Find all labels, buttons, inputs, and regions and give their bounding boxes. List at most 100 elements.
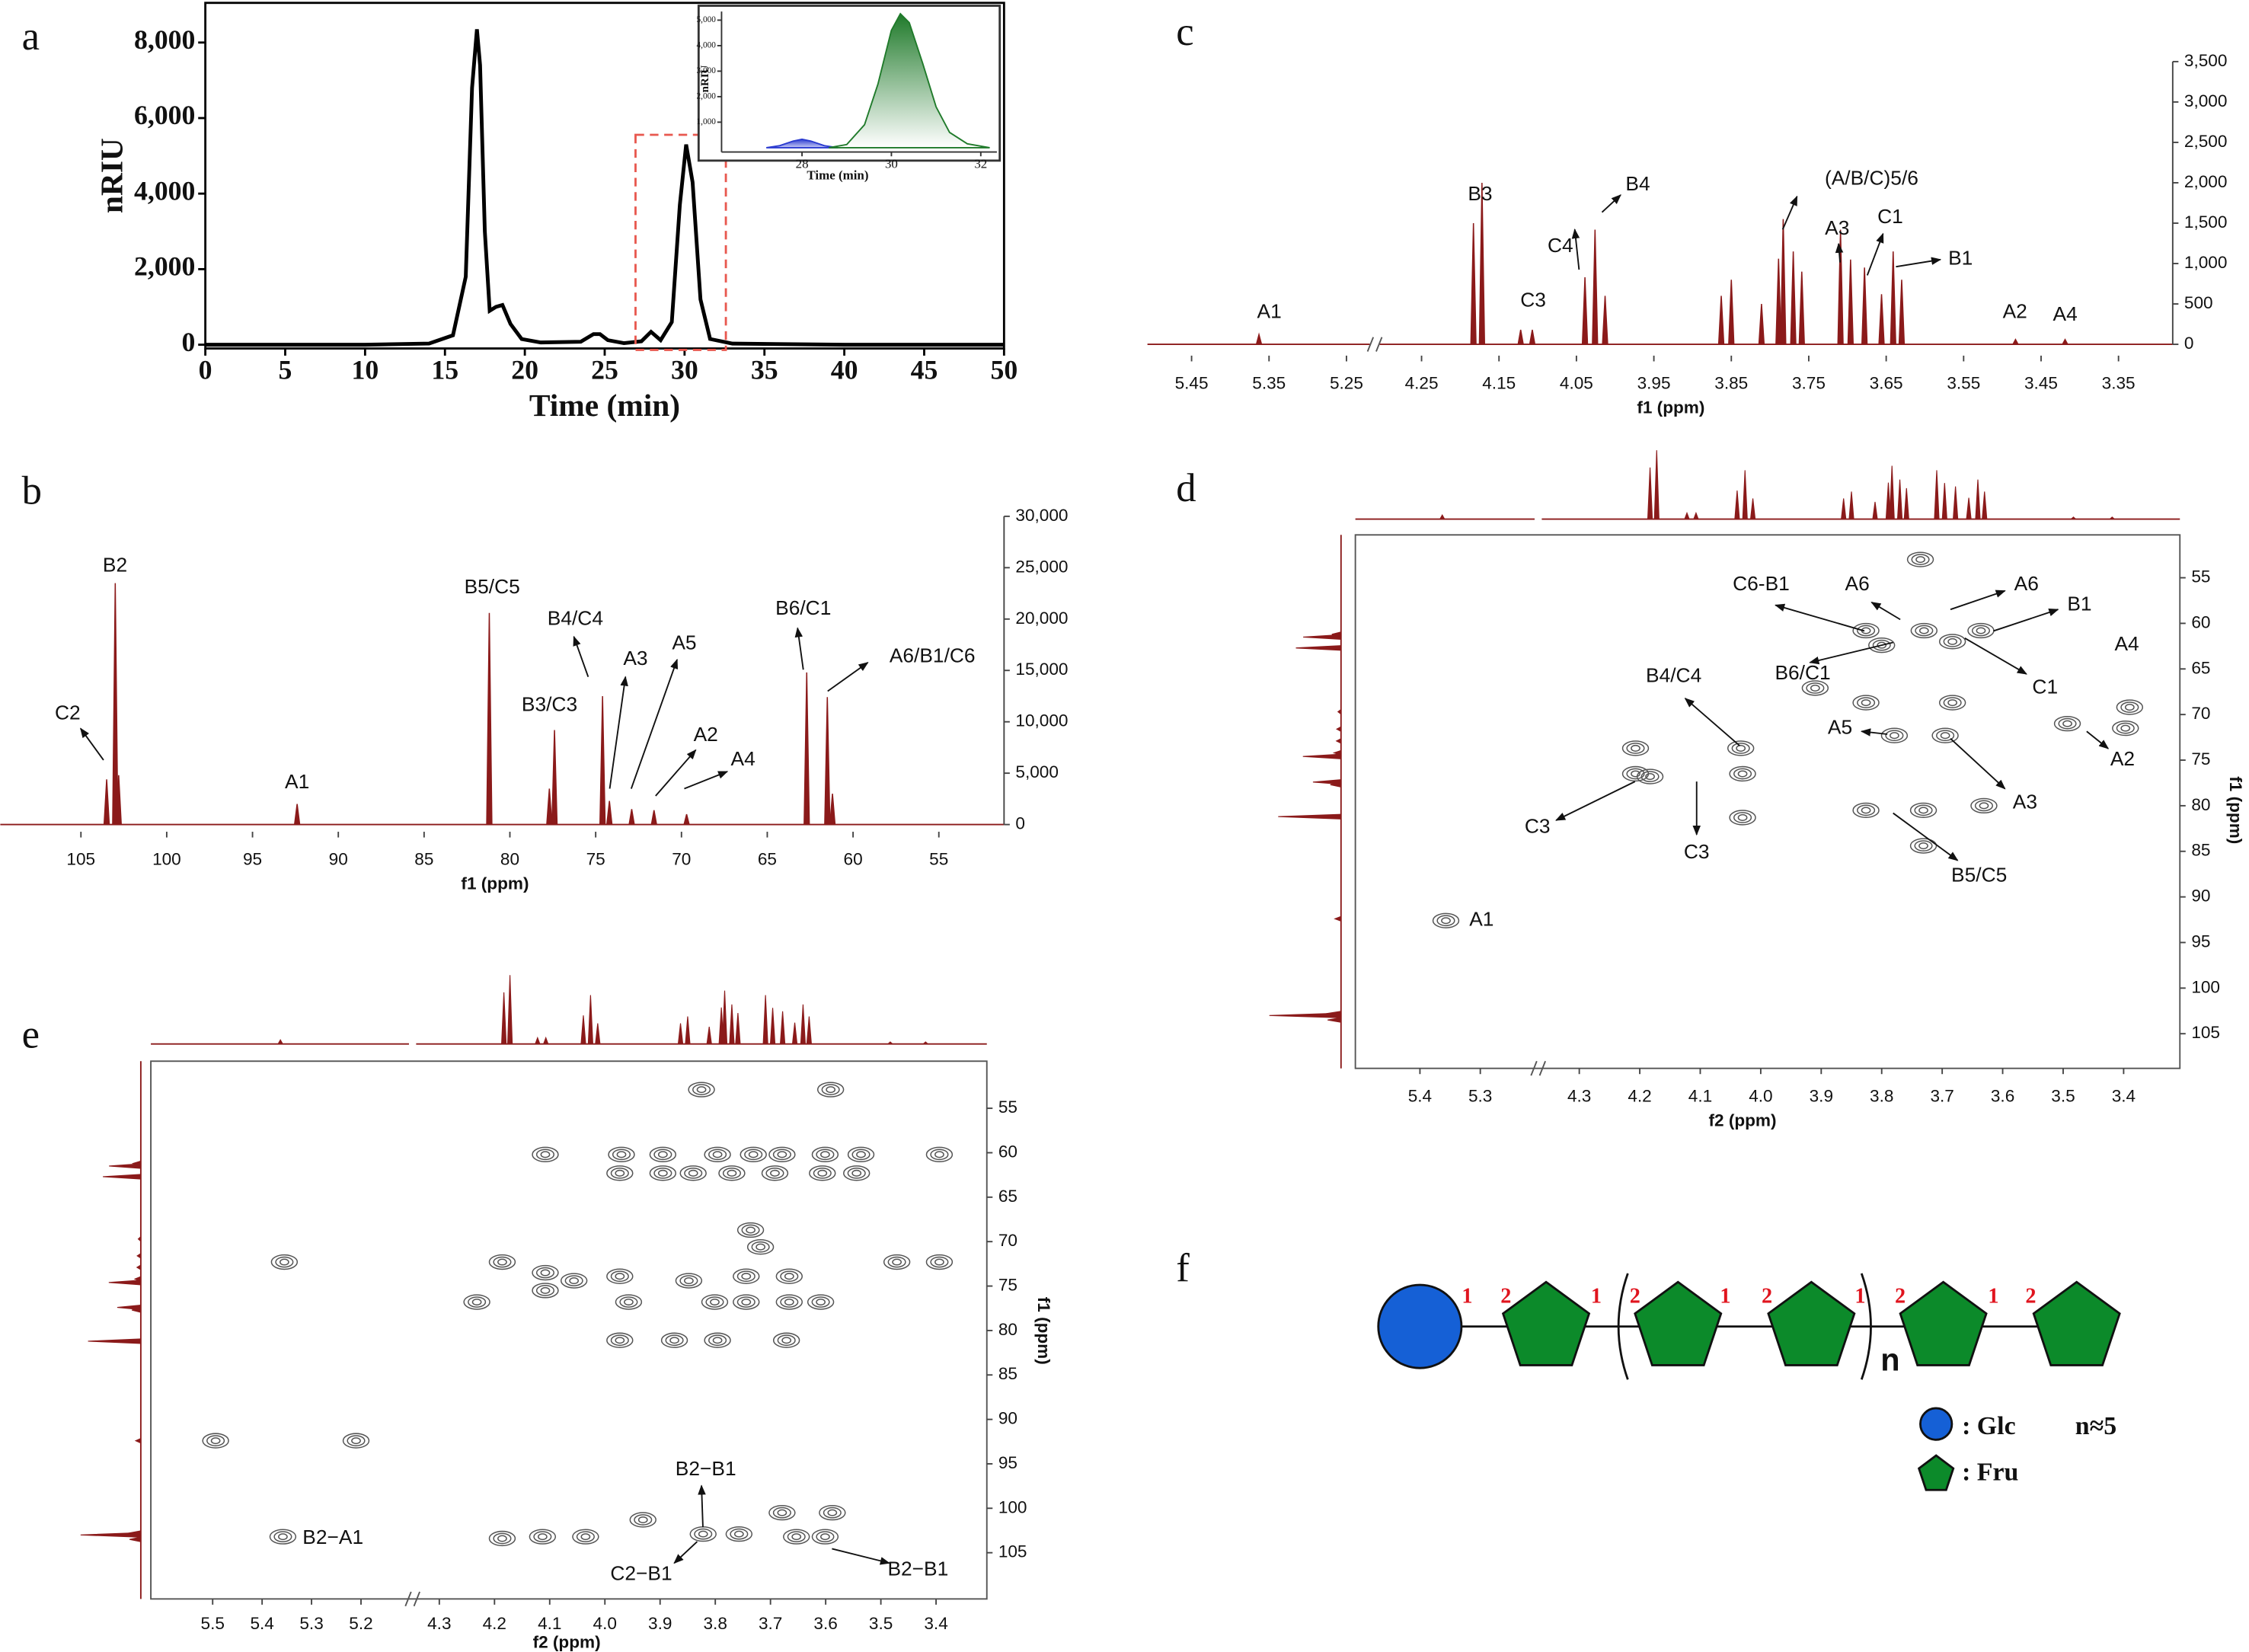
projection-peak	[117, 1304, 142, 1311]
projection-peak	[1848, 491, 1854, 520]
fru-unit	[1899, 1280, 1988, 1366]
projection-peak	[721, 990, 728, 1045]
x-tick-label: 35	[751, 355, 778, 385]
annotation-arrow	[609, 676, 628, 789]
contour-ring	[856, 1151, 866, 1158]
x-tick-label: 95	[243, 850, 262, 869]
contour-ring	[497, 1258, 507, 1266]
annotation: B5/C5	[465, 575, 520, 598]
contour-ring	[1889, 732, 1899, 740]
x-tick-label: 4.25	[1405, 374, 1439, 393]
cross-peak	[1727, 740, 1755, 756]
annotation-arrow	[1860, 728, 1888, 737]
projection-peak	[1941, 483, 1947, 520]
nmr-peak	[1529, 329, 1536, 345]
contour-ring	[637, 1516, 648, 1523]
x-tick-label: 5.3	[299, 1614, 323, 1633]
projection-peak	[1332, 749, 1342, 756]
y-tick-label: 85	[2191, 841, 2210, 860]
x-tick-label: 3.5	[2051, 1086, 2075, 1105]
contour-ring	[615, 1337, 625, 1344]
annotation: A2	[694, 723, 718, 746]
x-axis-title: f2 (ppm)	[533, 1633, 601, 1652]
contour-ring	[2116, 722, 2135, 734]
projection-peak	[800, 1004, 807, 1045]
y-tick-label: 90	[2191, 887, 2210, 906]
contour-ring	[1971, 625, 1991, 637]
legend-glc	[1919, 1407, 1953, 1441]
contour-ring	[532, 1283, 559, 1299]
annotation-arrow	[1870, 601, 1901, 621]
contour-ring	[1852, 695, 1880, 711]
contour-ring	[744, 1149, 763, 1161]
y-tick-label: 85	[998, 1364, 1017, 1383]
linkage-number: 1	[1854, 1284, 1865, 1308]
projection-peak	[277, 1039, 284, 1045]
contour-ring	[665, 1334, 684, 1347]
x-tick-label: 30	[671, 355, 698, 385]
x-tick-label: 5.3	[1468, 1086, 1492, 1105]
nmr-peak	[2061, 338, 2069, 345]
annotation-arrow	[573, 635, 589, 678]
contour-ring	[2120, 724, 2131, 732]
contour-ring	[493, 1532, 512, 1545]
contour-ring	[701, 1294, 729, 1310]
x-tick-label: 3.85	[1714, 374, 1748, 393]
contour-ring	[2116, 699, 2144, 715]
contour-ring	[1852, 622, 1880, 639]
annotation-arrow	[1775, 603, 1865, 632]
projection-peak	[506, 975, 513, 1045]
contour-ring	[468, 1296, 487, 1308]
annotation-arrow	[655, 749, 697, 797]
annotation: B2	[103, 554, 127, 577]
contour-ring	[608, 1146, 635, 1162]
annotation: C2	[55, 701, 81, 724]
projection-peak	[887, 1041, 894, 1045]
annotation: A2	[2110, 747, 2135, 770]
cross-peak	[783, 1529, 810, 1545]
annotation: A6	[1845, 572, 1870, 595]
x-tick-label: 4.1	[1688, 1086, 1712, 1105]
cross-peak	[532, 1264, 559, 1281]
contour-ring	[1880, 727, 1909, 743]
annotation: A6/B1/C6	[890, 644, 976, 666]
annotation: A2	[2003, 299, 2027, 322]
annotation-arrow	[684, 771, 729, 790]
contour-ring	[210, 1437, 221, 1445]
inset-y-title: nRIU	[699, 65, 711, 92]
panel-label: e	[22, 1012, 40, 1056]
contour-ring	[660, 1332, 688, 1348]
cross-peak	[847, 1146, 875, 1162]
cross-peak	[606, 1332, 634, 1348]
nmr-peak	[546, 788, 553, 826]
x-tick-label: 100	[152, 850, 181, 869]
zoom-box	[634, 133, 727, 351]
contour-ring	[1914, 804, 1933, 816]
contour-ring	[772, 1332, 800, 1348]
panel-label: f	[1176, 1246, 1190, 1290]
annotation: B4	[1625, 172, 1650, 195]
nmr-peak	[1861, 267, 1868, 345]
contour-ring	[847, 1146, 875, 1162]
contour-ring	[934, 1258, 944, 1266]
contour-ring	[710, 1299, 720, 1306]
contour-ring	[770, 1169, 780, 1177]
contour-ring	[1943, 697, 1962, 708]
projection-peak	[535, 1036, 541, 1045]
cross-peak	[807, 1294, 835, 1310]
cross-peak	[1432, 912, 1460, 928]
projection-peak	[1982, 491, 1988, 520]
projection-peak	[1337, 708, 1342, 715]
cross-peak	[629, 1512, 656, 1528]
inset-y-tick-label: 3,000	[697, 66, 717, 75]
projection-peak	[2069, 516, 2077, 520]
contour-ring	[615, 1273, 625, 1280]
nmr-peak	[115, 775, 123, 826]
contour-ring	[1441, 917, 1451, 925]
linkage-number: 1	[1720, 1284, 1730, 1308]
contour-ring	[606, 1165, 634, 1181]
contour-ring	[733, 1294, 760, 1310]
cross-peak	[675, 1273, 703, 1289]
contour-ring	[783, 1529, 810, 1545]
fru-unit	[2032, 1280, 2121, 1366]
